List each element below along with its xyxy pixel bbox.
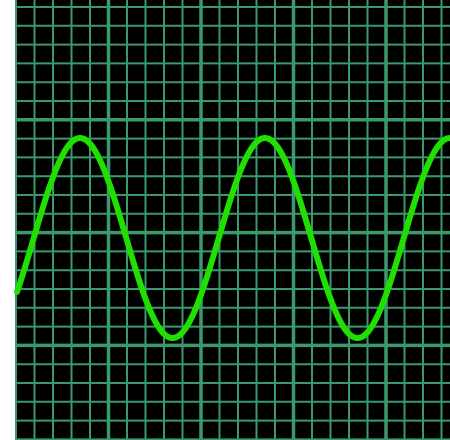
grid — [15, 0, 450, 440]
screen — [15, 0, 450, 440]
sine-wave — [14, 135, 450, 341]
